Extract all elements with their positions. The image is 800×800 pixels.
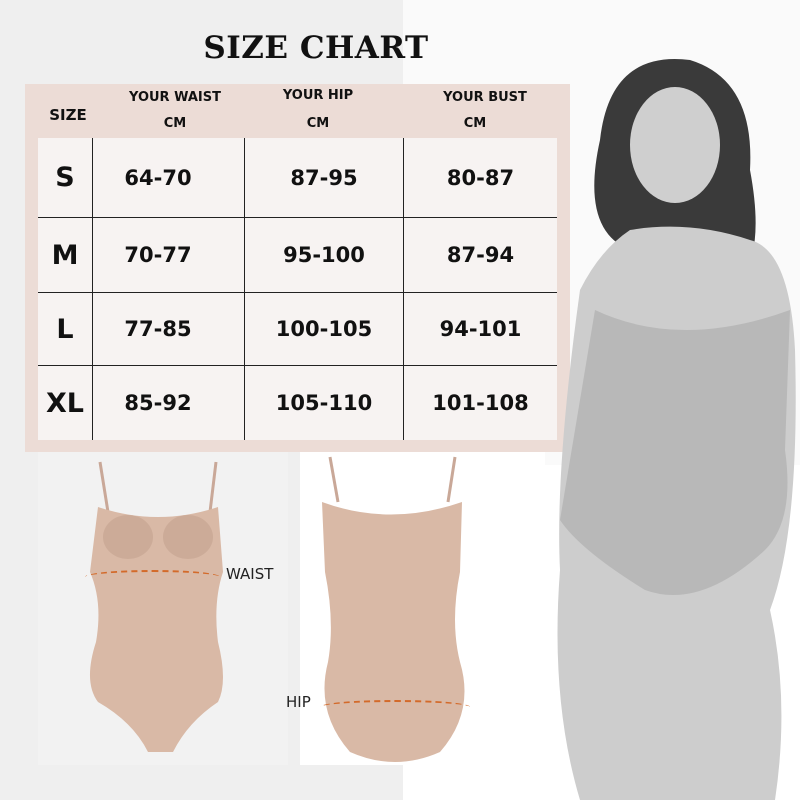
header-waist: YOUR WAIST <box>129 90 221 105</box>
bodysuit-front-image <box>89 461 223 752</box>
product-front-photo <box>38 452 288 765</box>
product-back-photo <box>300 452 545 765</box>
hip-label: HIP <box>286 693 311 711</box>
divider <box>38 292 557 293</box>
cell-waist: 85-92 <box>124 391 192 415</box>
table-body: S 64-70 87-95 80-87 M 70-77 95-100 87-94 L 77-85 1… <box>38 138 557 440</box>
header-bust-unit: CM <box>463 116 487 131</box>
cell-waist: 70-77 <box>124 243 192 267</box>
divider <box>244 138 245 440</box>
cell-size: XL <box>45 387 85 419</box>
cell-hip: 95-100 <box>283 243 365 267</box>
divider <box>92 138 93 440</box>
size-chart-table: SIZE YOUR WAIST CM YOUR HIP CM YOUR BUST… <box>25 84 570 452</box>
cell-waist: 77-85 <box>124 317 192 341</box>
cell-size: S <box>55 162 75 193</box>
divider <box>403 138 404 440</box>
divider <box>38 365 557 366</box>
model-photo <box>557 59 796 800</box>
header-hip: YOUR HIP <box>282 88 354 103</box>
cell-bust: 101-108 <box>432 391 529 415</box>
cell-hip: 100-105 <box>275 317 373 341</box>
header-bust: YOUR BUST <box>443 90 527 105</box>
cell-waist: 64-70 <box>124 165 192 190</box>
divider <box>38 217 557 218</box>
cell-bust: 94-101 <box>439 317 522 341</box>
hip-measure-line <box>320 700 470 714</box>
cell-size: M <box>51 239 79 271</box>
bodysuit-back-image <box>322 456 465 762</box>
cell-hip: 105-110 <box>275 391 373 415</box>
cell-size: L <box>56 313 74 345</box>
header-hip-unit: CM <box>306 116 330 131</box>
cell-hip: 87-95 <box>290 165 358 190</box>
cell-bust: 80-87 <box>446 165 515 190</box>
header-size: SIZE <box>49 106 87 124</box>
waist-label: WAIST <box>226 565 274 583</box>
waist-measure-line <box>85 570 220 584</box>
cell-bust: 87-94 <box>446 243 515 267</box>
page-title: SIZE CHART <box>203 30 429 66</box>
header-waist-unit: CM <box>163 116 187 131</box>
